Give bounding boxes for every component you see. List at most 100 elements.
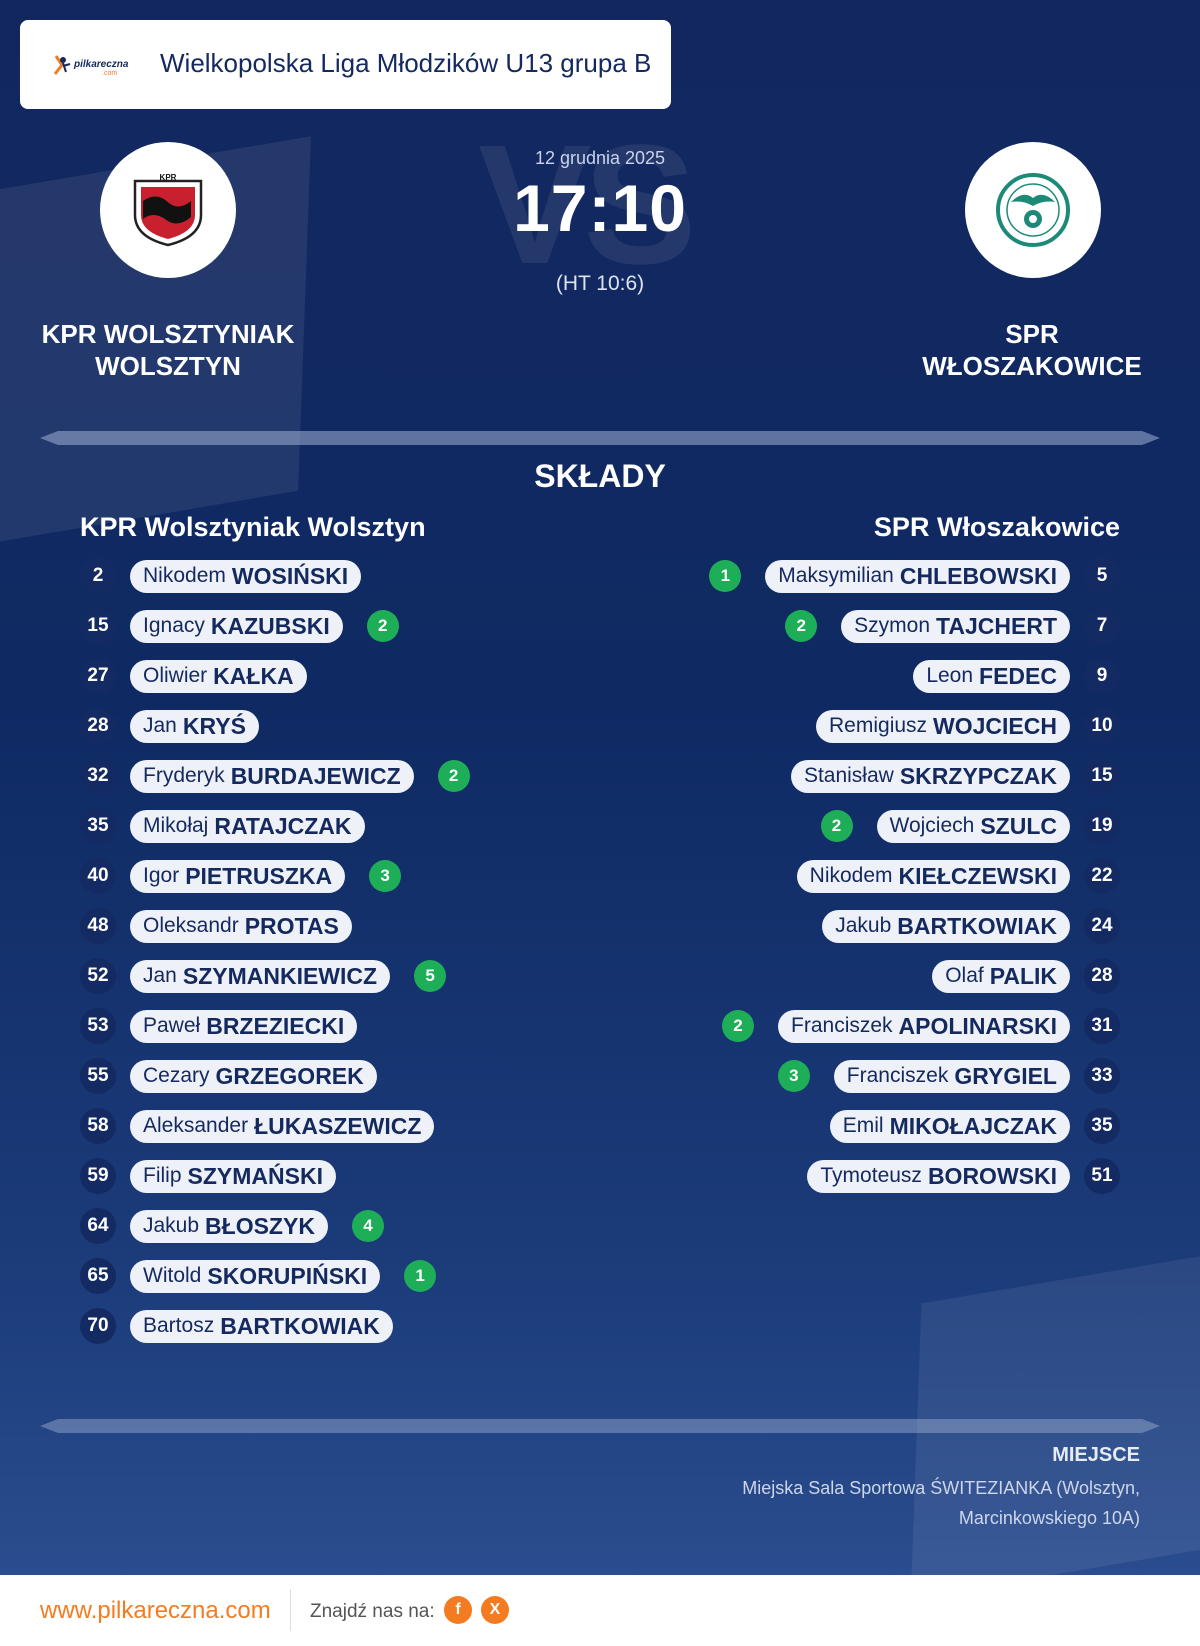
player-last-name: WOJCIECH: [933, 712, 1057, 739]
player-name-pill: Jakub BŁOSZYK: [130, 1209, 328, 1243]
home-squad-title: KPR Wolsztyniak Wolsztyn: [80, 512, 426, 542]
player-row[interactable]: 53 Paweł BRZEZIECKI: [80, 1008, 358, 1044]
player-row[interactable]: Remigiusz WOJCIECH 10: [816, 708, 1120, 744]
kpr-wolsztyniak-crest-icon: KPR: [133, 173, 203, 247]
venue-address: Miejska Sala Sportowa ŚWITEZIANKA (Wolsz…: [742, 1478, 1140, 1528]
player-number-badge: 22: [1084, 858, 1120, 894]
player-name-pill: Remigiusz WOJCIECH: [816, 709, 1070, 743]
player-number-badge: 52: [80, 958, 116, 994]
player-last-name: WOSIŃSKI: [231, 562, 349, 589]
player-first-name: Oliwier: [143, 664, 208, 687]
facebook-icon[interactable]: f: [444, 1596, 472, 1624]
player-last-name: SZYMANKIEWICZ: [182, 962, 378, 989]
player-row[interactable]: Stanisław SKRZYPCZAK 15: [790, 758, 1120, 794]
goals-badge: 1: [709, 560, 742, 592]
goals-badge: 5: [414, 960, 447, 992]
player-row[interactable]: Leon FEDEC 9: [913, 658, 1120, 694]
player-first-name: Aleksander: [143, 1114, 249, 1137]
player-name-pill: Leon FEDEC: [913, 659, 1070, 693]
player-last-name: TAJCHERT: [936, 612, 1057, 639]
player-number-badge: 31: [1084, 1008, 1120, 1044]
player-first-name: Olaf: [945, 964, 984, 987]
player-name-pill: Franciszek APOLINARSKI: [778, 1009, 1070, 1043]
player-first-name: Tymoteusz: [820, 1164, 922, 1187]
player-row[interactable]: 2 Szymon TAJCHERT 7: [785, 608, 1120, 644]
player-number-badge: 24: [1084, 908, 1120, 944]
player-number-badge: 59: [80, 1158, 116, 1194]
player-name-pill: Ignacy KAZUBSKI: [130, 609, 343, 643]
goals-badge: 2: [785, 610, 818, 642]
player-number-badge: 70: [80, 1308, 116, 1344]
player-last-name: BURDAJEWICZ: [230, 762, 401, 789]
player-first-name: Witold: [143, 1264, 202, 1287]
away-team-name: SPR WŁOSZAKOWICE: [872, 318, 1192, 382]
player-first-name: Igor: [143, 864, 180, 887]
player-first-name: Filip: [143, 1164, 182, 1187]
player-last-name: KRYŚ: [182, 712, 246, 739]
player-row[interactable]: 28 Jan KRYŚ: [80, 708, 259, 744]
player-row[interactable]: 55 Cezary GRZEGOREK: [80, 1058, 377, 1094]
player-name-pill: Jan SZYMANKIEWICZ: [130, 959, 391, 993]
player-row[interactable]: 58 Aleksander ŁUKASZEWICZ: [80, 1108, 435, 1144]
player-row[interactable]: Jakub BARTKOWIAK 24: [822, 908, 1120, 944]
player-last-name: ŁUKASZEWICZ: [254, 1112, 422, 1139]
player-first-name: Fryderyk: [143, 764, 225, 787]
player-row[interactable]: 35 Mikołaj RATAJCZAK: [80, 808, 365, 844]
player-last-name: SKRZYPCZAK: [899, 762, 1057, 789]
player-name-pill: Fryderyk BURDAJEWICZ: [130, 759, 414, 793]
away-team-logo[interactable]: [965, 142, 1101, 278]
player-row[interactable]: 3 Franciszek GRYGIEL 33: [777, 1058, 1120, 1094]
player-last-name: MIKOŁAJCZAK: [889, 1112, 1057, 1139]
player-name-pill: Tymoteusz BOROWSKI: [807, 1159, 1070, 1193]
logo-text-bottom: .com: [102, 70, 117, 77]
player-number-badge: 5: [1084, 558, 1120, 594]
player-last-name: SZULC: [980, 812, 1057, 839]
player-row[interactable]: 1 Maksymilian CHLEBOWSKI 5: [709, 558, 1120, 594]
player-last-name: RATAJCZAK: [214, 812, 352, 839]
player-row[interactable]: 59 Filip SZYMAŃSKI: [80, 1158, 336, 1194]
player-row[interactable]: Tymoteusz BOROWSKI 51: [807, 1158, 1120, 1194]
player-row[interactable]: 65 Witold SKORUPIŃSKI 1: [80, 1258, 437, 1294]
player-row[interactable]: Nikodem KIEŁCZEWSKI 22: [796, 858, 1120, 894]
player-last-name: BARTKOWIAK: [220, 1312, 380, 1339]
player-first-name: Wojciech: [889, 814, 975, 837]
player-first-name: Mikołaj: [143, 814, 209, 837]
player-row[interactable]: 15 Ignacy KAZUBSKI 2: [80, 608, 399, 644]
player-row[interactable]: 2 Nikodem WOSIŃSKI: [80, 558, 362, 594]
player-row[interactable]: 32 Fryderyk BURDAJEWICZ 2: [80, 758, 470, 794]
website-link[interactable]: www.pilkareczna.com: [40, 1597, 271, 1624]
player-last-name: FEDEC: [979, 662, 1057, 689]
player-row[interactable]: 64 Jakub BŁOSZYK 4: [80, 1208, 384, 1244]
player-name-pill: Stanisław SKRZYPCZAK: [790, 759, 1070, 793]
find-us-label: Znajdź nas na:: [310, 1601, 435, 1622]
player-last-name: PIETRUSZKA: [185, 862, 333, 889]
player-last-name: PALIK: [989, 962, 1057, 989]
league-header-card[interactable]: pilkareczna .com Wielkopolska Liga Młodz…: [20, 20, 671, 109]
player-first-name: Franciszek: [791, 1014, 893, 1037]
player-name-pill: Igor PIETRUSZKA: [130, 859, 346, 893]
player-first-name: Maksymilian: [778, 564, 894, 587]
player-number-badge: 27: [80, 658, 116, 694]
player-first-name: Jan: [143, 964, 177, 987]
player-number-badge: 58: [80, 1108, 116, 1144]
player-row[interactable]: 70 Bartosz BARTKOWIAK: [80, 1308, 393, 1344]
player-row[interactable]: 27 Oliwier KAŁKA: [80, 658, 307, 694]
player-row[interactable]: 52 Jan SZYMANKIEWICZ 5: [80, 958, 447, 994]
player-last-name: CHLEBOWSKI: [899, 562, 1057, 589]
player-last-name: PROTAS: [244, 912, 339, 939]
divider: [40, 431, 1160, 445]
player-last-name: SKORUPIŃSKI: [207, 1262, 368, 1289]
pilkareczna-logo-icon: pilkareczna .com: [53, 55, 129, 77]
player-row[interactable]: 2 Franciszek APOLINARSKI 31: [722, 1008, 1120, 1044]
goals-badge: 4: [351, 1210, 384, 1242]
player-row[interactable]: Olaf PALIK 28: [932, 958, 1120, 994]
home-team-logo[interactable]: KPR: [100, 142, 236, 278]
player-row[interactable]: Emil MIKOŁAJCZAK 35: [829, 1108, 1120, 1144]
player-name-pill: Jakub BARTKOWIAK: [822, 909, 1070, 943]
player-first-name: Leon: [926, 664, 974, 687]
player-name-pill: Oliwier KAŁKA: [130, 659, 307, 693]
player-row[interactable]: 40 Igor PIETRUSZKA 3: [80, 858, 402, 894]
player-row[interactable]: 48 Oleksandr PROTAS: [80, 908, 352, 944]
player-row[interactable]: 2 Wojciech SZULC 19: [820, 808, 1120, 844]
x-icon[interactable]: X: [481, 1596, 509, 1624]
